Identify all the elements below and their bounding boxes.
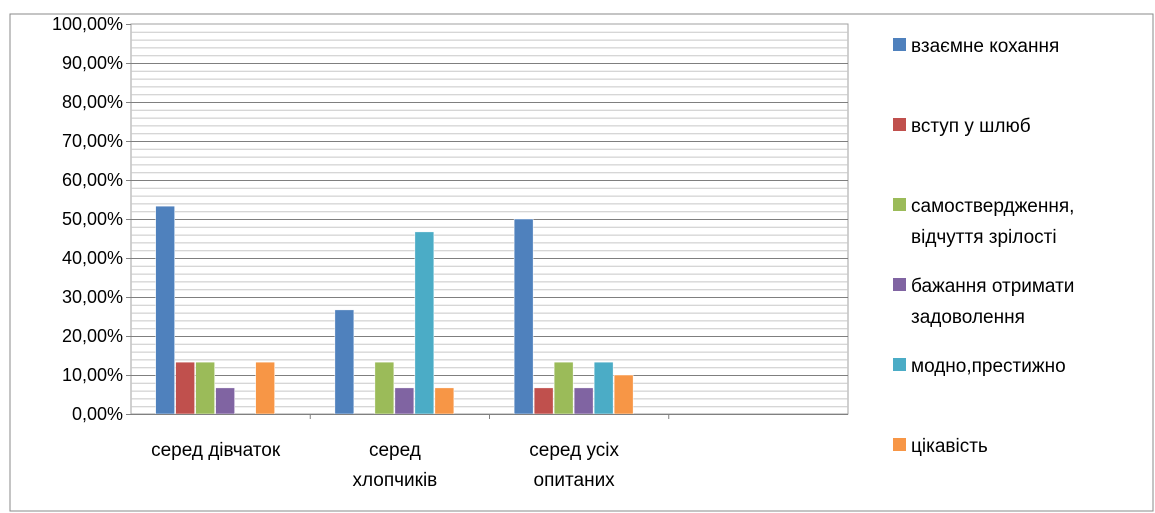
legend-label: цікавість — [911, 436, 988, 457]
x-category-label: хлопчиків — [352, 470, 437, 491]
legend-label: бажання отримати — [911, 276, 1074, 297]
x-category-label: серед — [369, 440, 421, 461]
y-tick-label: 0,00% — [72, 404, 123, 424]
x-category-label: опитаних — [534, 470, 616, 491]
legend-label: вступ у шлюб — [911, 116, 1031, 137]
bar — [374, 361, 395, 415]
bar — [434, 387, 455, 415]
bar — [394, 387, 415, 415]
legend-label: відчуття зрілості — [911, 227, 1057, 248]
legend-label: самоствердження, — [911, 196, 1074, 217]
bar — [215, 387, 235, 415]
legend-label: взаємне кохання — [911, 36, 1059, 57]
legend-label: задоволення — [911, 307, 1025, 328]
x-category-label: серед усіх — [529, 440, 619, 461]
legend-swatch — [893, 278, 906, 291]
legend-swatch — [893, 438, 906, 451]
y-tick-label: 80,00% — [62, 92, 123, 112]
bar — [573, 387, 594, 415]
bar — [175, 361, 195, 415]
y-tick-label: 60,00% — [62, 170, 123, 190]
legend-swatch — [893, 118, 906, 131]
y-tick-label: 20,00% — [62, 326, 123, 346]
legend: взаємне кохання вступ у шлюб самостверджен… — [893, 36, 1074, 457]
bar — [334, 309, 355, 415]
bar — [255, 361, 275, 415]
legend-swatch — [893, 358, 906, 371]
y-tick-label: 30,00% — [62, 287, 123, 307]
bar — [593, 361, 614, 415]
bar — [195, 361, 215, 415]
bar — [155, 205, 175, 415]
bar — [513, 218, 534, 415]
y-axis-ticks: 0,00% 10,00% 20,00% 30,00% 40,00% 50,00% 60,00… — [52, 14, 848, 424]
y-tick-label: 70,00% — [62, 131, 123, 151]
y-tick-label: 100,00% — [52, 14, 123, 34]
y-tick-label: 50,00% — [62, 209, 123, 229]
bar — [414, 231, 435, 415]
x-axis-categories: серед дівчаток серед хлопчиків серед усіх оп… — [151, 440, 619, 491]
y-tick-label: 90,00% — [62, 53, 123, 73]
bar — [533, 387, 554, 415]
y-tick-label: 40,00% — [62, 248, 123, 268]
x-category-label: серед дівчаток — [151, 440, 281, 461]
legend-label: модно,престижно — [911, 356, 1066, 377]
legend-swatch — [893, 198, 906, 211]
bars — [155, 205, 670, 419]
legend-swatch — [893, 38, 906, 51]
bar — [613, 374, 634, 415]
gridlines — [131, 31, 848, 408]
y-tick-label: 10,00% — [62, 365, 123, 385]
bar — [553, 361, 574, 415]
